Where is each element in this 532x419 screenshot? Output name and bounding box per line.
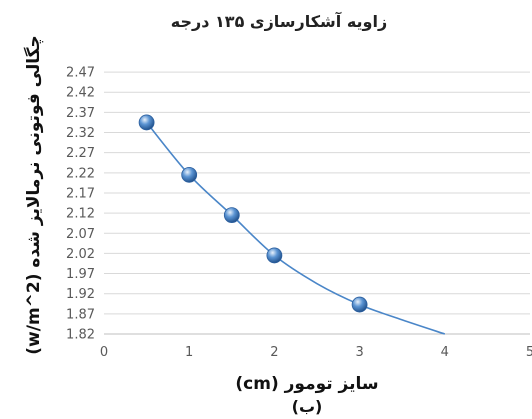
y-tick-label: 1.87 — [66, 307, 95, 322]
grid — [104, 71, 530, 315]
data-point — [138, 114, 155, 131]
y-tick-label: 1.82 — [66, 328, 95, 343]
chart-title: زاویه آشکارسازی ۱۳۵ درجه — [171, 11, 387, 31]
y-axis-title: چگالی فوتونی نرمالایز شده (w/m^2) — [23, 35, 44, 355]
x-tick-label: 0 — [100, 345, 108, 360]
y-tick-label: 2.22 — [66, 166, 95, 181]
x-tick-label: 3 — [355, 345, 363, 360]
y-tick-label: 2.12 — [66, 207, 95, 222]
data-point — [181, 166, 198, 183]
y-tick-label: 2.17 — [66, 186, 95, 201]
y-tick-label: 1.97 — [66, 267, 95, 282]
x-tick-label: 4 — [441, 345, 449, 360]
x-axis-title: سایز تومور (cm) — [235, 374, 378, 394]
y-tick-label: 2.27 — [66, 146, 95, 161]
x-tick-labels: 0 1 2 3 4 5 — [100, 345, 532, 360]
y-tick-label: 2.02 — [66, 247, 95, 262]
series-line — [145, 121, 446, 335]
x-tick-label: 2 — [270, 345, 278, 360]
y-tick-labels: 1.82 1.87 1.92 1.97 2.02 2.07 2.12 2.17 2.22 2.27… — [66, 66, 95, 343]
y-tick-label: 2.07 — [66, 227, 95, 242]
data-point — [223, 207, 240, 224]
y-tick-label: 1.92 — [66, 287, 95, 302]
y-tick-label: 2.42 — [66, 86, 95, 101]
y-tick-label: 2.47 — [66, 66, 95, 81]
y-tick-label: 2.37 — [66, 106, 95, 121]
data-point — [351, 296, 368, 313]
x-tick-label: 1 — [185, 345, 193, 360]
plot-area — [138, 114, 446, 335]
data-point — [266, 247, 283, 264]
x-tick-label: 5 — [526, 345, 532, 360]
figure-caption: (ب) — [292, 397, 323, 416]
y-tick-label: 2.32 — [66, 126, 95, 141]
